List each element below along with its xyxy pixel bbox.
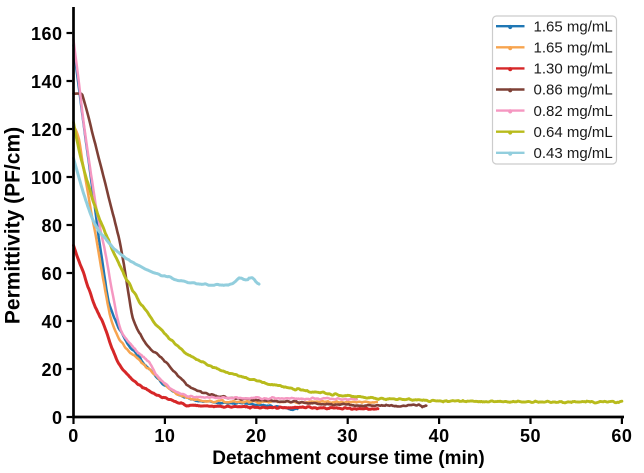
svg-text:40: 40 <box>429 426 450 446</box>
svg-text:0.43 mg/mL: 0.43 mg/mL <box>534 145 613 162</box>
svg-text:0.86 mg/mL: 0.86 mg/mL <box>534 82 613 99</box>
svg-text:0.64 mg/mL: 0.64 mg/mL <box>534 124 613 141</box>
svg-text:160: 160 <box>31 24 63 44</box>
svg-text:30: 30 <box>337 426 358 446</box>
svg-text:1.65 mg/mL: 1.65 mg/mL <box>534 18 613 35</box>
svg-text:20: 20 <box>41 360 62 380</box>
svg-text:80: 80 <box>41 216 62 236</box>
svg-text:40: 40 <box>41 312 62 332</box>
svg-text:20: 20 <box>246 426 267 446</box>
svg-text:0: 0 <box>52 408 63 428</box>
svg-text:50: 50 <box>520 426 541 446</box>
svg-text:60: 60 <box>611 426 632 446</box>
svg-text:120: 120 <box>31 120 63 140</box>
svg-text:0: 0 <box>68 426 79 446</box>
svg-text:1.65 mg/mL: 1.65 mg/mL <box>534 40 613 57</box>
svg-text:1.30 mg/mL: 1.30 mg/mL <box>534 61 613 78</box>
svg-text:100: 100 <box>31 168 63 188</box>
svg-text:140: 140 <box>31 72 63 92</box>
svg-text:Detachment course time (min): Detachment course time (min) <box>212 448 484 469</box>
svg-text:Permittivity (PF/cm): Permittivity (PF/cm) <box>2 127 25 324</box>
svg-text:10: 10 <box>154 426 175 446</box>
svg-text:0.82 mg/mL: 0.82 mg/mL <box>534 103 613 120</box>
svg-text:60: 60 <box>41 264 62 284</box>
